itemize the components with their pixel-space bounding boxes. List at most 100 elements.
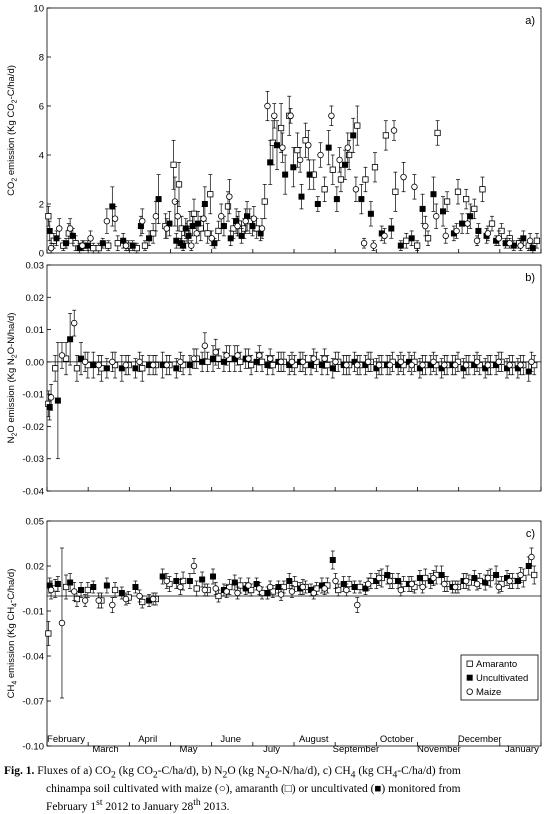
data-point-uncultivated	[99, 240, 106, 247]
series-amaranto	[45, 342, 538, 418]
data-point-maize	[390, 127, 398, 134]
month-label: July	[263, 744, 280, 755]
data-point-amaranto	[424, 235, 432, 242]
data-point-uncultivated	[46, 227, 53, 234]
data-point-maize	[397, 586, 405, 594]
data-point-uncultivated	[67, 336, 74, 343]
data-point-maize	[462, 577, 470, 585]
data-point-maize	[111, 215, 119, 222]
data-point-uncultivated	[253, 358, 260, 365]
data-point-maize	[473, 580, 481, 588]
data-point-maize	[419, 583, 426, 591]
data-point-maize	[201, 342, 209, 349]
data-point-uncultivated	[514, 577, 521, 584]
data-point-maize	[473, 237, 481, 244]
y-tick-label: 0.02	[26, 293, 45, 304]
data-point-uncultivated	[210, 573, 217, 580]
series-uncultivated	[46, 550, 532, 607]
data-point-amaranto	[248, 361, 255, 369]
data-point-maize	[484, 361, 492, 369]
month-label: December	[458, 734, 502, 745]
data-point-uncultivated	[416, 574, 423, 581]
data-point-maize	[201, 586, 209, 594]
y-tick-label: -0.04	[22, 487, 44, 498]
data-point-maize	[528, 553, 535, 561]
data-point-maize	[190, 562, 198, 570]
data-point-maize	[453, 227, 460, 235]
data-point-maize	[344, 144, 351, 151]
data-point-maize	[528, 358, 535, 366]
data-point-maize	[250, 215, 258, 222]
data-point-amaranto	[533, 237, 541, 244]
data-point-maize	[95, 597, 102, 604]
data-point-uncultivated	[275, 583, 282, 590]
data-point-uncultivated	[520, 235, 527, 242]
data-point-maize	[442, 232, 449, 240]
data-point-uncultivated	[430, 191, 437, 198]
data-point-maize	[174, 213, 181, 220]
data-point-maize	[152, 213, 160, 220]
data-point-uncultivated	[78, 586, 85, 593]
data-point-maize	[109, 601, 116, 609]
data-point-uncultivated	[273, 142, 280, 149]
data-point-uncultivated	[342, 161, 349, 168]
data-point-amaranto	[204, 230, 211, 237]
legend-label: Maize	[476, 687, 501, 698]
data-point-amaranto	[139, 365, 146, 372]
data-point-amaranto	[356, 583, 364, 591]
data-point-uncultivated	[189, 223, 196, 230]
data-point-amaranto	[45, 213, 52, 220]
data-point-maize	[452, 361, 459, 369]
data-point-maize	[328, 112, 335, 119]
data-point-maize	[245, 355, 252, 362]
figure-caption: Fig. 1. Fluxes of a) CO2 (kg CO2-C/ha/d)…	[4, 764, 544, 814]
data-point-uncultivated	[395, 577, 402, 584]
data-point-amaranto	[443, 198, 451, 205]
data-point-maize	[122, 361, 130, 369]
month-label: April	[138, 734, 157, 745]
data-point-amaranto	[141, 242, 149, 249]
data-point-maize	[139, 217, 146, 225]
data-point-maize	[408, 361, 415, 369]
data-point-maize	[452, 583, 459, 591]
data-point-amaranto	[197, 225, 204, 232]
data-point-amaranto	[392, 188, 399, 195]
data-point-maize	[136, 592, 143, 600]
series-maize	[47, 547, 535, 699]
data-point-amaranto	[258, 358, 266, 365]
data-point-uncultivated	[419, 205, 426, 212]
data-point-maize	[81, 597, 89, 604]
data-point-uncultivated	[438, 571, 445, 578]
data-point-maize	[430, 358, 437, 366]
panel-co2: 0 2 4 6 8 10 a) CO2 emission (Kg CO2-C/ha/d)	[6, 4, 542, 260]
data-point-uncultivated	[290, 164, 297, 171]
data-point-uncultivated	[329, 556, 336, 563]
y-tick-label: 8	[39, 53, 44, 64]
data-point-maize	[354, 601, 361, 609]
data-point-maize	[163, 577, 170, 585]
data-point-maize	[464, 220, 471, 227]
data-point-maize	[408, 580, 415, 588]
data-point-maize	[506, 577, 513, 585]
data-point-maize	[381, 232, 388, 240]
data-point-amaranto	[190, 210, 198, 217]
data-point-maize	[149, 595, 157, 603]
plot-frame	[46, 520, 542, 747]
data-point-maize	[226, 193, 233, 200]
data-point-maize	[321, 355, 328, 362]
data-point-maize	[71, 588, 78, 595]
data-point-maize	[310, 355, 317, 362]
data-point-maize	[517, 242, 524, 249]
data-point-maize	[103, 217, 111, 225]
y-tick-label: 0.02	[26, 562, 45, 573]
data-point-uncultivated	[318, 362, 325, 369]
series-amaranto	[45, 95, 541, 254]
data-point-maize	[441, 361, 448, 369]
series-uncultivated	[46, 117, 536, 254]
plot-frame	[46, 264, 542, 492]
data-point-maize	[87, 235, 94, 242]
data-point-uncultivated	[351, 583, 358, 590]
legend-marker-maize	[466, 688, 473, 695]
data-point-maize	[517, 571, 524, 579]
data-point-maize	[364, 580, 372, 588]
